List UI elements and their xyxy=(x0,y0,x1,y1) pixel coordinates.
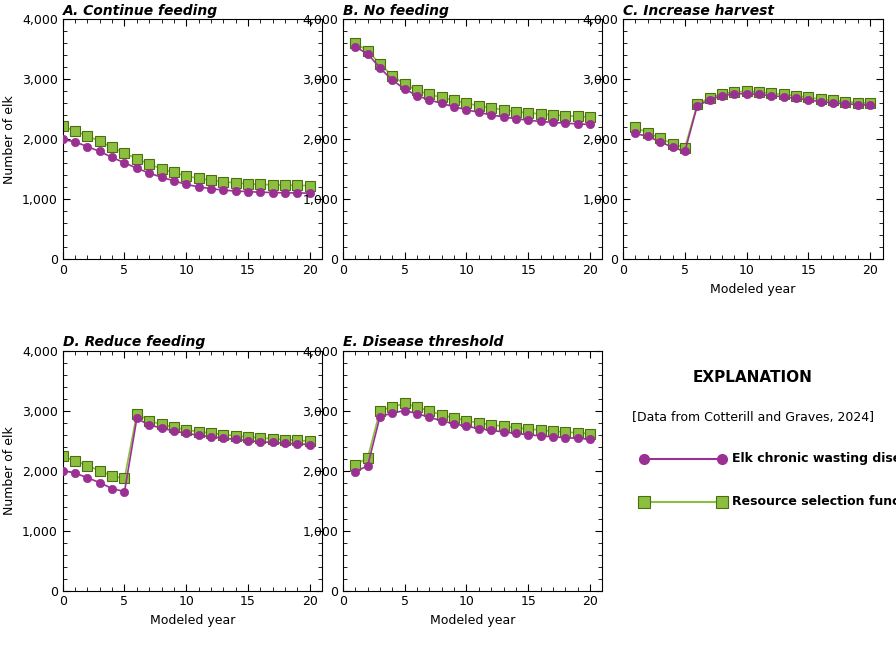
Y-axis label: Number of elk: Number of elk xyxy=(4,426,16,515)
X-axis label: Modeled year: Modeled year xyxy=(150,614,235,627)
Text: E. Disease threshold: E. Disease threshold xyxy=(343,336,504,349)
X-axis label: Modeled year: Modeled year xyxy=(711,283,796,296)
Text: EXPLANATION: EXPLANATION xyxy=(693,370,813,385)
Text: B. No feeding: B. No feeding xyxy=(343,5,449,18)
Y-axis label: Number of elk: Number of elk xyxy=(4,95,16,184)
Text: D. Reduce feeding: D. Reduce feeding xyxy=(63,336,205,349)
X-axis label: Modeled year: Modeled year xyxy=(430,614,515,627)
Text: [Data from Cotterill and Graves, 2024]: [Data from Cotterill and Graves, 2024] xyxy=(632,411,874,424)
Text: Resource selection function: Resource selection function xyxy=(732,495,896,508)
Text: C. Increase harvest: C. Increase harvest xyxy=(623,5,774,18)
Text: A. Continue feeding: A. Continue feeding xyxy=(63,5,218,18)
Text: Elk chronic wasting disease model: Elk chronic wasting disease model xyxy=(732,452,896,465)
